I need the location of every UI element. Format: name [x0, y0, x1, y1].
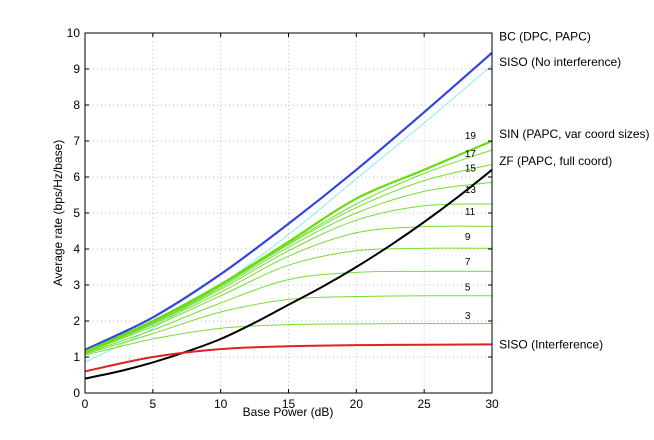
x-axis: 0 5 10 15 20 25 30 [82, 33, 499, 411]
series-line-sin_11 [84, 225, 493, 353]
y-tick-label: 0 [73, 386, 80, 400]
annotation-sin: SIN (PAPC, var coord sizes) [499, 127, 649, 141]
x-axis-label: Base Power (dB) [243, 405, 334, 419]
x-tick-label: 15 [282, 397, 296, 411]
size-label: 5 [465, 282, 471, 293]
size-label: 19 [465, 131, 477, 142]
series-line-zf [84, 169, 493, 380]
y-axis: 0 1 2 3 4 5 6 7 8 9 10 [67, 26, 492, 400]
annotation-zf: ZF (PAPC, full coord) [499, 154, 612, 168]
x-tick-label: 0 [82, 397, 89, 411]
annotation-bc: BC (DPC, PAPC) [499, 30, 591, 44]
curve-annotations: BC (DPC, PAPC) SISO (No interference) SIN … [499, 30, 649, 352]
y-tick-label: 2 [73, 314, 80, 328]
size-label: 7 [465, 257, 471, 268]
x-tick-label: 25 [417, 397, 431, 411]
series-line-sin_13 [84, 203, 493, 353]
annotation-siso_int: SISO (Interference) [499, 337, 603, 351]
series-line-siso_int [84, 343, 493, 373]
size-label: 15 [465, 164, 477, 175]
x-tick-label: 30 [485, 397, 499, 411]
x-tick-label: 20 [350, 397, 364, 411]
y-tick-label: 1 [73, 350, 80, 364]
size-label: 13 [465, 185, 477, 196]
size-label: 9 [465, 232, 471, 243]
y-tick-label: 10 [67, 26, 81, 40]
coordination-size-labels: 19 17 15 13 11 9 7 5 3 [465, 131, 477, 322]
y-tick-label: 9 [73, 62, 80, 76]
series-line-sin_17 [84, 163, 493, 353]
series-line-sin_5 [84, 295, 493, 355]
series-group [84, 51, 493, 380]
y-tick-label: 7 [73, 134, 80, 148]
series-line-sin_9 [84, 247, 493, 354]
series-line-sin_full [84, 139, 493, 353]
y-tick-label: 4 [73, 242, 80, 256]
series-line-bc [84, 51, 493, 351]
y-axis-label: Average rate (bps/Hz/base) [51, 140, 65, 287]
annotation-siso_noint: SISO (No interference) [499, 55, 621, 69]
series-line-sin_7 [84, 270, 493, 354]
size-label: 11 [465, 207, 476, 218]
y-tick-label: 5 [73, 206, 80, 220]
series-line-sin_3 [84, 322, 493, 356]
y-tick-label: 8 [73, 98, 80, 112]
x-tick-label: 5 [149, 397, 156, 411]
size-label: 17 [465, 149, 477, 160]
size-label: 3 [465, 311, 471, 322]
y-tick-label: 6 [73, 170, 80, 184]
series-line-siso_noint [84, 65, 493, 363]
x-tick-label: 10 [214, 397, 228, 411]
y-tick-label: 3 [73, 278, 80, 292]
